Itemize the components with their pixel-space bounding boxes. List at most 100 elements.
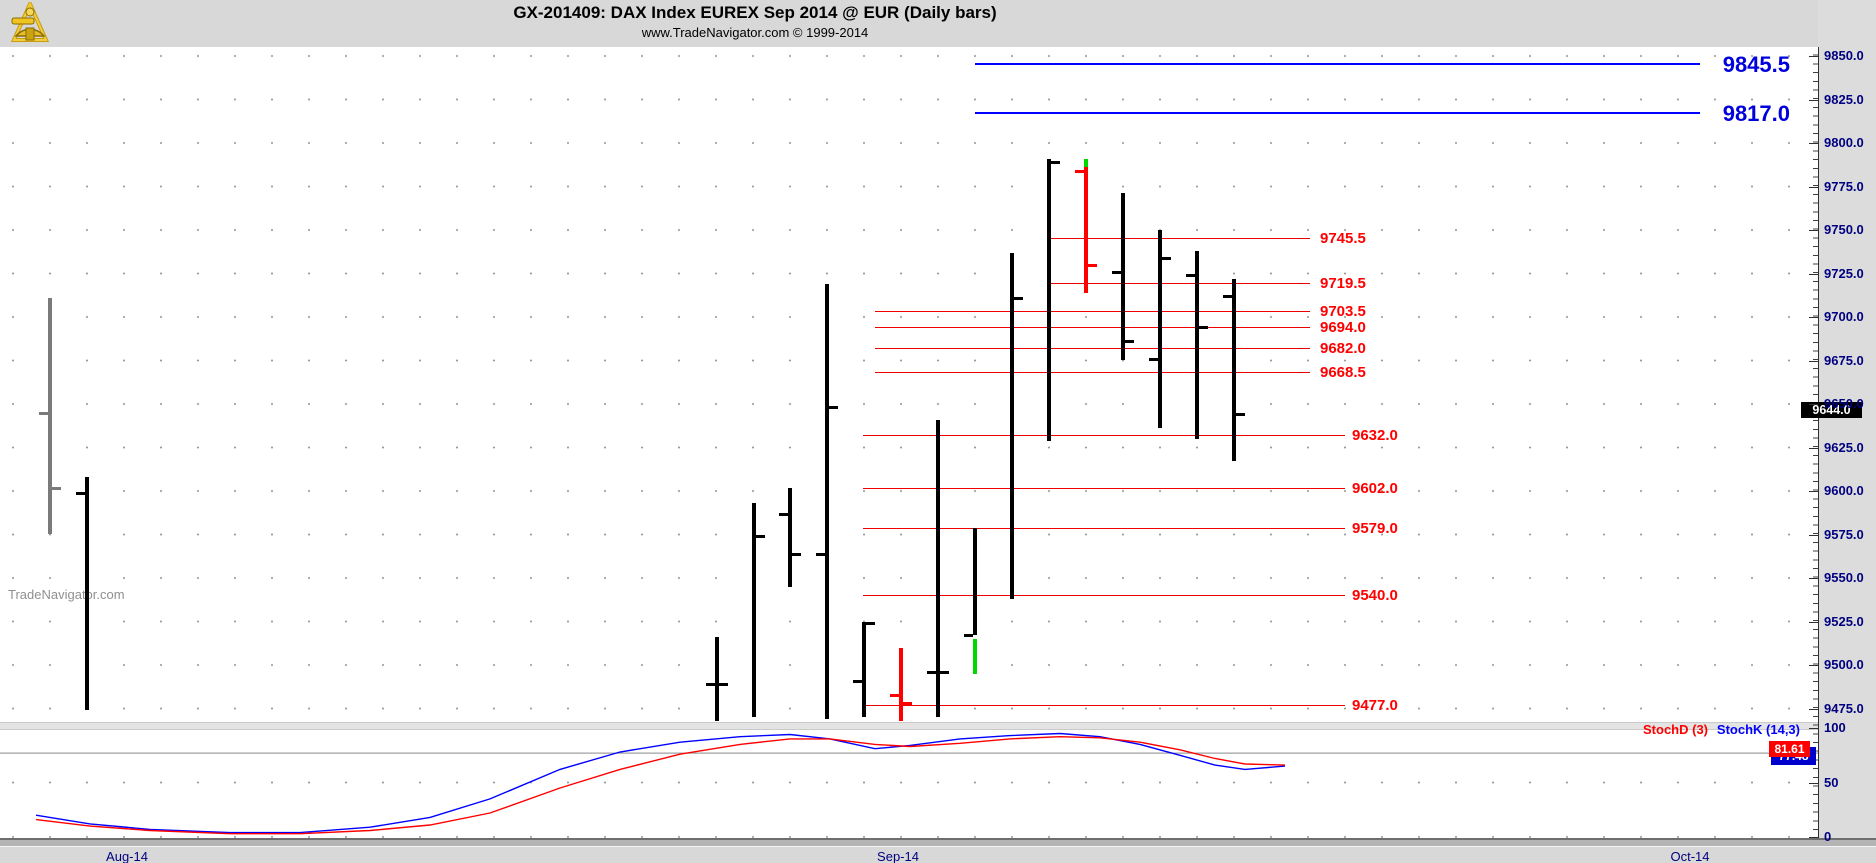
price-bar [1010, 252, 1014, 599]
price-axis-major-tick [1809, 621, 1818, 623]
bar-open-tick [39, 411, 48, 415]
stoch-axis-label: 0 [1824, 829, 1832, 844]
stochastic-panel[interactable] [0, 730, 1818, 838]
price-axis-major-tick [1809, 230, 1818, 231]
bar-green-segment [973, 638, 977, 674]
price-axis-label: 9475.0 [1824, 700, 1864, 716]
price-axis-label: 9675.0 [1824, 352, 1864, 368]
chart-header: GX-201409: DAX Index EUREX Sep 2014 @ EU… [0, 0, 1876, 48]
price-axis-label: 9850.0 [1824, 48, 1864, 63]
bar-open-tick [76, 491, 85, 495]
price-axis-label: 9525.0 [1824, 613, 1864, 629]
price-axis-label: 9500.0 [1824, 657, 1864, 672]
price-axis-major-tick [1809, 273, 1818, 275]
price-bar [899, 647, 903, 721]
price-axis-label: 9725.0 [1824, 265, 1864, 281]
support-line-red[interactable] [863, 487, 1345, 489]
bar-close-tick [866, 622, 875, 626]
support-line-label: 9719.5 [1320, 275, 1366, 293]
price-bar [85, 477, 89, 711]
support-line-red[interactable] [875, 327, 1310, 329]
price-axis-major-tick [1809, 143, 1818, 144]
support-line-label: 9745.5 [1320, 229, 1366, 247]
price-bar [715, 637, 719, 721]
price-axis-major-tick [1809, 578, 1818, 579]
price-axis-major-tick [1809, 56, 1818, 57]
resistance-line-blue[interactable] [975, 62, 1700, 65]
bar-close-tick [52, 486, 61, 490]
bar-close-tick [1125, 340, 1134, 344]
price-bar [973, 527, 977, 636]
support-line-label: 9579.0 [1352, 519, 1398, 537]
bar-open-tick [890, 693, 899, 697]
stoch-axis-major-tick [1809, 782, 1818, 784]
bar-open-tick [1186, 274, 1195, 278]
price-axis-major-tick [1809, 360, 1818, 362]
price-axis-major-tick [1809, 534, 1818, 536]
price-axis-panel[interactable] [1818, 0, 1876, 838]
resistance-line-blue[interactable] [975, 112, 1700, 115]
price-bar [1047, 158, 1051, 441]
support-line-label: 9540.0 [1352, 587, 1398, 605]
bar-close-tick [1014, 296, 1023, 300]
price-chart-area[interactable] [0, 47, 1818, 722]
support-line-red[interactable] [875, 371, 1310, 373]
chart-subtitle: www.TradeNavigator.com © 1999-2014 [641, 25, 869, 40]
bar-open-tick [853, 679, 862, 683]
bar-close-tick [1162, 256, 1171, 260]
watermark: TradeNavigator.com [8, 587, 125, 602]
support-line-red[interactable] [863, 527, 1345, 529]
price-bar [825, 283, 829, 719]
bar-close-tick [756, 535, 765, 539]
support-line-red[interactable] [863, 705, 1345, 707]
stochd-legend-label[interactable]: StochD (3) [1643, 722, 1708, 737]
support-line-red[interactable] [863, 595, 1345, 597]
resistance-line-label: 9845.5 [1722, 51, 1790, 77]
bar-open-tick [1112, 270, 1121, 274]
price-axis-label: 9625.0 [1824, 439, 1864, 455]
panel-splitter-top[interactable] [0, 722, 1818, 730]
stochd-value-badge: 81.61 [1769, 741, 1810, 757]
stoch-axis-label: 50 [1824, 774, 1839, 790]
stochastic-curves [0, 732, 1818, 835]
price-axis-major-tick [1809, 186, 1818, 188]
bar-open-tick [1075, 169, 1084, 173]
date-axis-label: Aug-14 [106, 849, 148, 863]
price-bar [1195, 250, 1199, 439]
bar-open-tick [1223, 295, 1232, 299]
price-axis-major-tick [1809, 447, 1818, 449]
price-axis-minor-ticks [1813, 47, 1818, 838]
price-axis-label: 9825.0 [1824, 91, 1864, 107]
bar-open-tick [779, 512, 788, 516]
support-line-red[interactable] [1050, 237, 1310, 239]
bar-open-tick [706, 683, 715, 687]
price-axis-label: 9650.0 [1824, 396, 1864, 411]
price-axis-label: 9750.0 [1824, 222, 1864, 237]
bar-close-tick [829, 406, 838, 410]
support-line-red[interactable] [863, 435, 1345, 437]
support-line-red[interactable] [1050, 283, 1310, 285]
date-axis-label: Sep-14 [877, 849, 919, 863]
price-bar [1232, 278, 1236, 462]
price-axis-label: 9800.0 [1824, 135, 1864, 150]
bar-close-tick [940, 670, 949, 674]
bar-close-tick [1199, 326, 1208, 330]
bar-close-tick [1236, 413, 1245, 417]
date-axis[interactable] [0, 847, 1876, 863]
support-line-red[interactable] [875, 348, 1310, 350]
price-axis-major-tick [1809, 665, 1818, 666]
panel-splitter-bottom[interactable] [0, 838, 1876, 847]
last-price-badge: 9644.0 [1801, 402, 1862, 418]
price-bar [1084, 167, 1088, 293]
stochk-legend-label[interactable]: StochK (14,3) [1716, 722, 1800, 737]
bar-close-tick [719, 683, 728, 687]
price-axis-major-tick [1809, 99, 1818, 101]
price-bar [862, 621, 866, 718]
support-line-red[interactable] [875, 310, 1310, 312]
bar-open-tick [927, 670, 936, 674]
trade-navigator-logo-icon[interactable] [10, 0, 50, 49]
support-line-label: 9602.0 [1352, 479, 1398, 497]
stoch-axis-label: 100 [1824, 720, 1846, 735]
price-bar [1158, 230, 1162, 429]
